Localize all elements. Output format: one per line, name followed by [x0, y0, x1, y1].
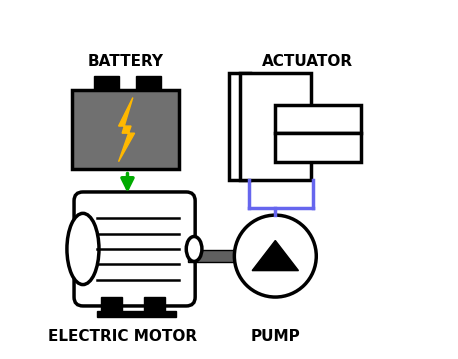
Bar — [275, 133, 361, 162]
Bar — [72, 90, 179, 169]
Bar — [240, 73, 311, 180]
Text: BATTERY: BATTERY — [87, 55, 164, 69]
Text: PUMP: PUMP — [251, 329, 300, 344]
Bar — [275, 105, 361, 133]
Text: ELECTRIC MOTOR: ELECTRIC MOTOR — [48, 329, 196, 344]
Bar — [93, 76, 119, 90]
Bar — [136, 76, 161, 90]
Bar — [229, 73, 251, 180]
Polygon shape — [119, 98, 135, 162]
Circle shape — [234, 215, 316, 297]
FancyBboxPatch shape — [74, 192, 195, 306]
Ellipse shape — [67, 213, 99, 285]
Ellipse shape — [186, 237, 202, 261]
Text: ACTUATOR: ACTUATOR — [262, 55, 353, 69]
Bar — [143, 297, 165, 311]
Bar — [101, 297, 122, 311]
Polygon shape — [252, 241, 299, 271]
Bar — [97, 311, 175, 317]
Bar — [188, 250, 234, 262]
